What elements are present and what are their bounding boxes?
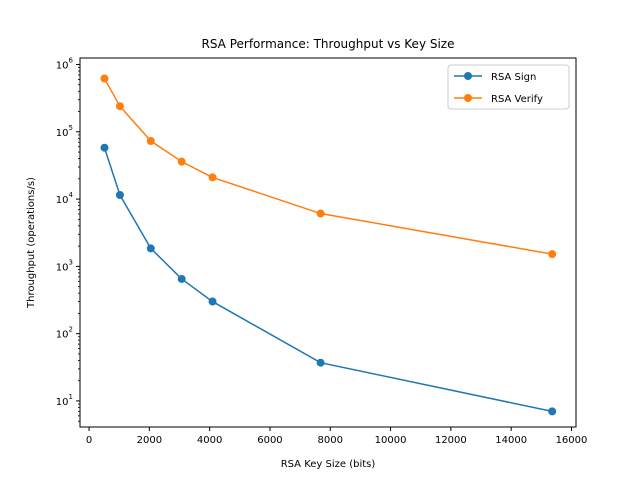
data-point (100, 74, 109, 83)
x-axis: 0 2000 4000 6000 8000 10000 12000 14000 16000 (86, 427, 588, 446)
legend-label: RSA Verify (491, 94, 543, 105)
data-point (316, 209, 325, 218)
x-tick-label: 2000 (137, 435, 162, 446)
data-point (115, 191, 124, 200)
data-point (548, 250, 557, 259)
plot-area (100, 74, 557, 416)
data-point (208, 173, 217, 182)
y-tick-label: 101 (56, 393, 73, 408)
y-axis-label: Throughput (operations/s) (26, 177, 37, 309)
x-tick-label: 0 (86, 435, 92, 446)
x-tick-label: 4000 (197, 435, 222, 446)
legend-marker (464, 94, 472, 102)
data-point (548, 407, 557, 416)
chart-title: RSA Performance: Throughput vs Key Size (202, 37, 455, 51)
data-point (100, 143, 109, 152)
y-tick-label: 104 (56, 191, 74, 206)
legend-label: RSA Sign (491, 72, 536, 83)
x-tick-label: 12000 (435, 435, 467, 446)
y-tick-label: 105 (56, 124, 73, 139)
x-axis-label: RSA Key Size (bits) (281, 459, 376, 470)
data-point (146, 244, 155, 253)
x-tick-label: 8000 (318, 435, 343, 446)
x-tick-label: 6000 (257, 435, 282, 446)
legend: RSA Sign RSA Verify (447, 64, 570, 110)
x-tick-label: 14000 (495, 435, 527, 446)
data-point (177, 157, 186, 166)
y-tick-label: 103 (56, 258, 73, 273)
x-tick-label: 16000 (556, 435, 588, 446)
data-point (316, 358, 325, 367)
data-point (146, 137, 155, 146)
data-point (208, 297, 217, 306)
y-tick-label: 106 (56, 57, 74, 72)
x-tick-label: 10000 (375, 435, 407, 446)
data-point (177, 274, 186, 283)
y-tick-label: 102 (56, 326, 73, 341)
legend-marker (464, 72, 472, 80)
y-axis: 101 102 103 104 105 106 (56, 57, 80, 422)
axes-frame (79, 57, 577, 428)
data-point (115, 102, 124, 111)
